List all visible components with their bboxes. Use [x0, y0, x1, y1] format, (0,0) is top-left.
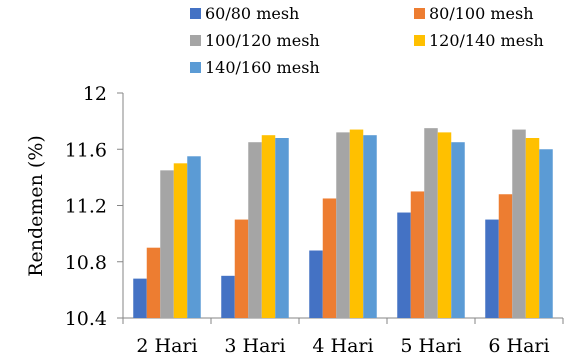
bar	[397, 212, 411, 318]
bar	[146, 247, 161, 318]
y-tick-label: 10.8	[65, 252, 107, 274]
legend-label: 140/160 mesh	[205, 58, 320, 77]
bar	[498, 194, 513, 318]
bar	[160, 170, 174, 318]
legend-label: 100/120 mesh	[205, 31, 320, 50]
bar	[410, 191, 425, 318]
bar	[248, 142, 262, 318]
y-tick-label: 11.2	[65, 196, 107, 218]
legend-swatch	[190, 8, 201, 19]
x-tick-label: 2 Hari	[136, 335, 197, 357]
bar	[173, 163, 188, 318]
legend-swatch	[190, 62, 201, 73]
x-tick-label: 6 Hari	[488, 335, 549, 357]
bar	[437, 132, 452, 318]
legend-label: 60/80 mesh	[205, 4, 299, 23]
legend-swatch	[190, 35, 201, 46]
legend: 60/80 mesh 80/100 mesh 100/120 mesh 120/140…	[190, 4, 544, 77]
legend-label: 80/100 mesh	[429, 4, 534, 23]
legend-swatch	[414, 8, 425, 19]
bar	[221, 275, 235, 318]
y-axis: 10.4 10.8 11.2 11.6 12	[65, 83, 124, 330]
bar	[234, 219, 249, 318]
bar	[363, 135, 377, 318]
legend-swatch	[414, 35, 425, 46]
y-tick-label: 10.4	[65, 308, 107, 330]
y-tick-label: 11.6	[65, 139, 107, 161]
x-tick-label: 5 Hari	[400, 335, 461, 357]
bar	[261, 135, 276, 318]
y-axis-title: Rendemen (%)	[25, 135, 47, 277]
bar	[451, 142, 465, 318]
bar	[309, 250, 323, 318]
bar	[525, 138, 540, 318]
bar	[424, 128, 438, 318]
bar	[485, 219, 499, 318]
x-tick-label: 3 Hari	[224, 335, 285, 357]
bar	[322, 198, 337, 318]
legend-label: 120/140 mesh	[429, 31, 544, 50]
x-axis: 2 Hari 3 Hari 4 Hari 5 Hari 6 Hari	[122, 317, 564, 357]
bars	[133, 128, 553, 318]
bar	[187, 156, 201, 318]
y-tick-label: 12	[83, 83, 107, 105]
bar	[275, 138, 289, 318]
bar	[133, 278, 147, 318]
bar	[336, 132, 350, 318]
bar	[512, 129, 526, 318]
bar	[539, 149, 553, 318]
bar	[349, 129, 364, 318]
x-tick-label: 4 Hari	[312, 335, 373, 357]
